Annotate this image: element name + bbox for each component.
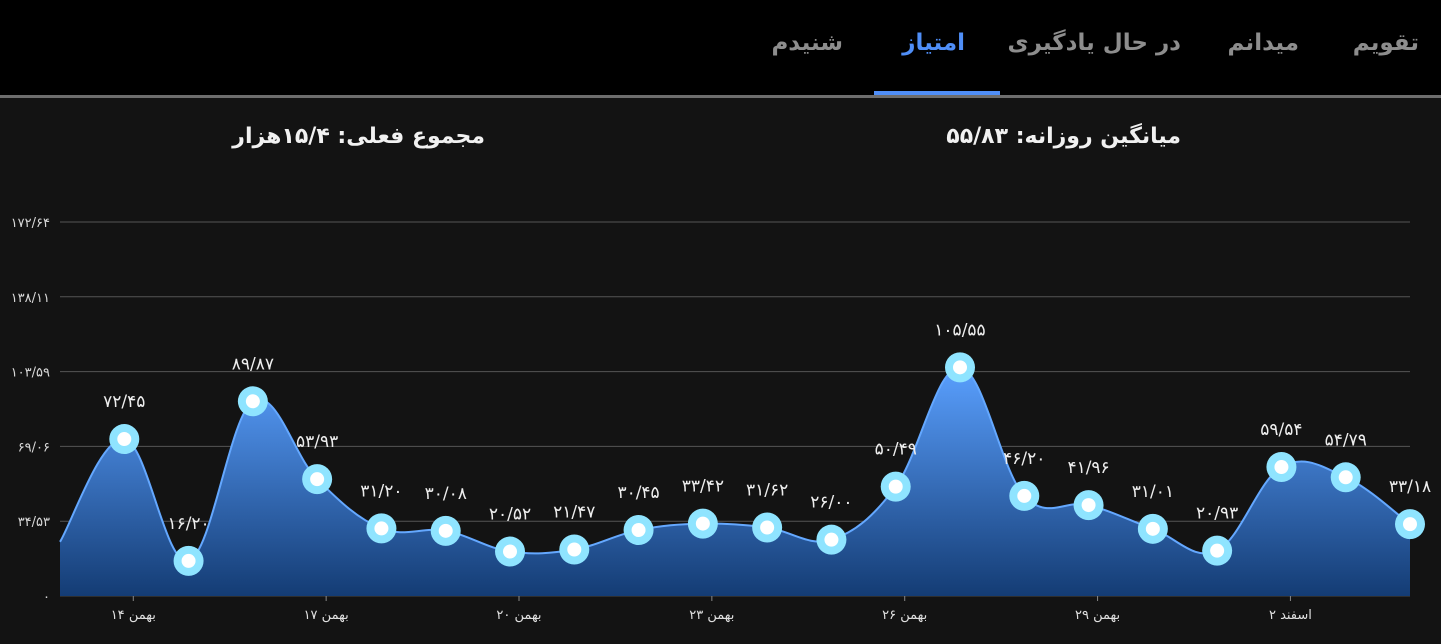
tab-heard[interactable]: شنیدم	[771, 30, 843, 56]
x-tick-label: ۲۰ بهمن	[496, 608, 541, 623]
area-fill	[60, 367, 1410, 596]
x-tick-label: ۲۶ بهمن	[882, 608, 927, 623]
active-tab-indicator	[874, 91, 1000, 95]
y-tick-label: ۳۴/۵۳	[18, 515, 50, 530]
data-value-label: ۳۳/۴۲	[682, 477, 724, 497]
data-point-center	[1403, 517, 1417, 532]
data-point-center	[888, 479, 903, 494]
data-point-center	[567, 542, 582, 557]
data-value-label: ۱۶/۲۰	[167, 514, 209, 534]
data-point-center	[310, 472, 325, 487]
tab-learning[interactable]: در حال یادگیری	[1007, 30, 1181, 56]
x-tick-label: ۲۹ بهمن	[1075, 608, 1120, 623]
data-value-label: ۲۰/۵۲	[489, 505, 531, 525]
data-point-center	[1338, 470, 1353, 485]
data-value-label: ۳۱/۲۰	[360, 481, 402, 501]
y-tick-label: ۱۷۲/۶۴	[11, 216, 50, 231]
data-point-center	[824, 532, 839, 547]
data-value-label: ۷۲/۴۵	[103, 392, 145, 412]
data-point-center	[1145, 521, 1160, 536]
data-value-label: ۱۰۵/۵۵	[934, 320, 985, 340]
tab-known[interactable]: میدانم	[1227, 30, 1299, 56]
data-point-center	[438, 523, 453, 538]
data-value-label: ۳۰/۰۸	[425, 484, 467, 504]
total-score-stat: مجموع فعلی: ۱۵/۴هزار	[232, 124, 485, 149]
data-point-center	[374, 521, 389, 536]
data-value-label: ۴۶/۲۰	[1003, 449, 1045, 469]
data-point-center	[503, 544, 517, 559]
data-point-center	[181, 553, 196, 568]
data-value-label: ۳۱/۰۱	[1132, 482, 1174, 502]
daily-average-stat: میانگین روزانه: ۵۵/۸۳	[946, 124, 1181, 149]
data-value-label: ۲۶/۰۰	[810, 493, 852, 513]
x-tick-label: ۲ اسفند	[1269, 608, 1312, 623]
data-point-center	[117, 432, 132, 447]
y-tick-label: ۱۳۸/۱۱	[11, 291, 50, 306]
data-value-label: ۵۹/۵۴	[1260, 420, 1302, 440]
y-tick-label: ۱۰۳/۵۹	[11, 366, 50, 381]
data-value-label: ۸۹/۸۷	[232, 354, 274, 374]
x-tick-label: ۱۴ بهمن	[111, 608, 156, 623]
data-point-center	[1210, 543, 1225, 558]
y-tick-label: ۰	[43, 590, 50, 605]
data-value-label: ۳۳/۱۸	[1389, 477, 1431, 497]
data-point-center	[1081, 498, 1096, 513]
data-value-label: ۲۱/۴۷	[553, 502, 595, 522]
nav-divider	[0, 95, 1441, 98]
data-point-center	[1274, 460, 1289, 475]
data-point-center	[953, 360, 967, 375]
data-value-label: ۴۱/۹۶	[1067, 458, 1109, 478]
data-point-center	[695, 516, 710, 531]
top-navigation	[0, 0, 1441, 95]
data-value-label: ۵۳/۹۳	[296, 432, 338, 452]
x-tick-label: ۱۷ بهمن	[304, 608, 349, 623]
data-point-center	[1017, 488, 1032, 503]
tab-score[interactable]: امتیاز	[902, 30, 965, 56]
data-value-label: ۵۰/۴۹	[875, 440, 917, 460]
tab-calendar[interactable]: تقویم	[1352, 30, 1419, 56]
data-value-label: ۳۱/۶۲	[746, 480, 788, 500]
data-point-center	[631, 523, 646, 538]
y-tick-label: ۶۹/۰۶	[18, 440, 50, 455]
data-point-center	[245, 394, 260, 409]
data-point-center	[760, 520, 775, 535]
x-tick-label: ۲۳ بهمن	[689, 608, 734, 623]
data-value-label: ۲۰/۹۳	[1196, 504, 1238, 524]
data-value-label: ۵۴/۷۹	[1325, 430, 1367, 450]
data-value-label: ۳۰/۴۵	[617, 483, 659, 503]
